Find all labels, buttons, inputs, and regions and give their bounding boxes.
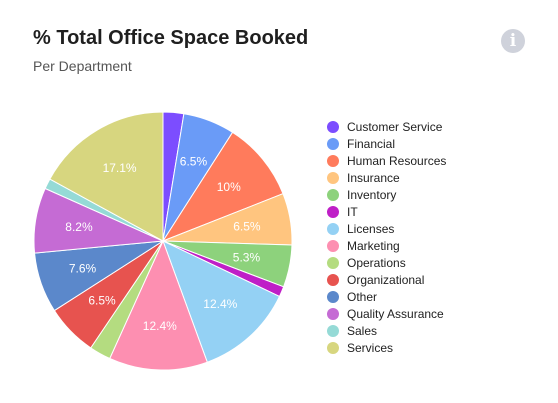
chart-title: % Total Office Space Booked [33,27,309,49]
data-label-organizational: 6.5% [88,293,116,307]
pie-slice-services[interactable] [49,111,164,242]
legend-label: Customer Service [347,119,443,134]
legend-swatch [327,188,339,201]
pie-slice-marketing[interactable] [109,239,208,371]
legend-swatch [327,154,339,167]
legend-swatch [327,239,339,252]
legend-item-sales[interactable]: Sales [327,322,446,339]
legend-item-financial[interactable]: Financial [327,135,446,152]
legend-item-human-resources[interactable]: Human Resources [327,152,446,169]
pie-slice-human-resources[interactable] [161,131,284,243]
data-label-marketing: 12.4% [143,319,177,333]
legend-item-customer-service[interactable]: Customer Service [327,118,446,135]
legend-swatch [327,120,339,133]
pie-slice-licenses[interactable] [162,240,281,363]
legend-swatch [327,290,339,303]
legend-swatch [327,341,339,354]
legend-item-it[interactable]: IT [327,203,446,220]
data-label-licenses: 12.4% [203,297,237,311]
legend-item-other[interactable]: Other [327,288,446,305]
legend-item-operations[interactable]: Operations [327,254,446,271]
data-label-services: 17.1% [103,161,137,175]
legend-label: IT [347,204,358,219]
legend-item-insurance[interactable]: Insurance [327,169,446,186]
data-label-inventory: 5.3% [233,251,261,265]
legend-swatch [327,324,339,337]
legend-item-quality-assurance[interactable]: Quality Assurance [327,305,446,322]
legend-label: Other [347,289,378,304]
chart-subtitle: Per Department [33,58,132,74]
legend-item-marketing[interactable]: Marketing [327,237,446,254]
legend-swatch [327,307,339,320]
data-label-human-resources: 10% [217,180,241,194]
legend-item-services[interactable]: Services [327,339,446,356]
legend-item-licenses[interactable]: Licenses [327,220,446,237]
legend-swatch [327,137,339,150]
legend-swatch [327,171,339,184]
legend-swatch [327,222,339,235]
legend-label: Marketing [347,238,400,253]
legend-item-inventory[interactable]: Inventory [327,186,446,203]
legend-swatch [327,256,339,269]
data-label-insurance: 6.5% [233,219,261,233]
data-label-financial: 6.5% [180,155,208,169]
legend-label: Organizational [347,272,425,287]
chart-legend: Customer Service Financial Human Resources… [327,118,446,356]
legend-swatch [327,205,339,218]
legend-label: Services [347,340,394,355]
legend-label: Licenses [347,221,395,236]
info-icon[interactable]: i [501,29,525,53]
legend-label: Inventory [347,187,397,202]
legend-label: Financial [347,136,396,151]
legend-label: Sales [347,323,378,338]
legend-label: Insurance [347,170,400,185]
legend-label: Operations [347,255,406,270]
legend-label: Human Resources [347,153,447,168]
legend-label: Quality Assurance [347,306,444,321]
data-label-other: 7.6% [69,262,97,276]
legend-swatch [327,273,339,286]
legend-item-organizational[interactable]: Organizational [327,271,446,288]
data-label-quality-assurance: 8.2% [65,220,93,234]
